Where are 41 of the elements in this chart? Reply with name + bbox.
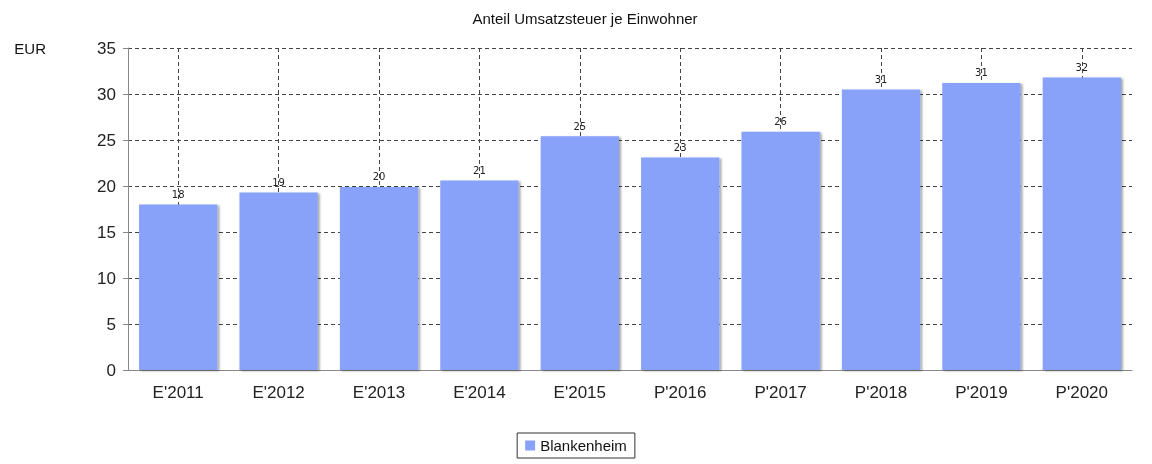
data-label: 31 [975, 67, 988, 79]
y-axis-title: EUR [14, 39, 47, 57]
bar [239, 192, 318, 370]
bar [741, 131, 820, 370]
data-label: 25 [573, 120, 587, 132]
chart-title: Anteil Umsatzsteuer je Einwohner [472, 10, 698, 27]
bar [540, 136, 619, 370]
y-tick-label: 10 [97, 268, 116, 288]
y-tick-label: 35 [97, 38, 116, 58]
y-tick-label: 15 [97, 222, 116, 242]
bar [440, 180, 519, 370]
bar [1042, 77, 1121, 370]
x-tick-label: E'2012 [252, 383, 305, 402]
data-label: 32 [1075, 61, 1089, 73]
y-tick-label: 30 [97, 84, 116, 104]
bar [841, 89, 921, 370]
y-tick-label: 25 [97, 130, 116, 150]
data-label: 26 [774, 116, 787, 128]
bar [942, 82, 1021, 370]
bar [139, 204, 218, 370]
x-tick-label: E'2015 [553, 383, 606, 402]
bar [641, 157, 720, 370]
x-tick-label: E'2014 [453, 383, 506, 402]
y-tick-label: 5 [106, 314, 116, 334]
bar [339, 186, 419, 370]
data-label: 21 [473, 164, 486, 176]
x-tick-label: P'2018 [854, 383, 908, 402]
y-tick-label: 20 [97, 176, 116, 196]
x-tick-label: P'2017 [754, 383, 807, 402]
data-label: 19 [272, 176, 285, 188]
x-tick-label: P'2019 [955, 383, 1008, 402]
x-tick-label: P'2016 [654, 383, 707, 402]
data-label: 18 [171, 188, 185, 200]
data-label: 23 [673, 141, 687, 153]
x-tick-label: P'2020 [1055, 383, 1108, 402]
legend-label: Blankenheim [540, 437, 627, 454]
x-tick-label: E'2013 [352, 383, 406, 402]
y-tick-label: 0 [106, 360, 116, 380]
data-label: 31 [874, 73, 888, 85]
data-label: 20 [372, 171, 386, 183]
x-tick-label: E'2011 [152, 383, 204, 402]
